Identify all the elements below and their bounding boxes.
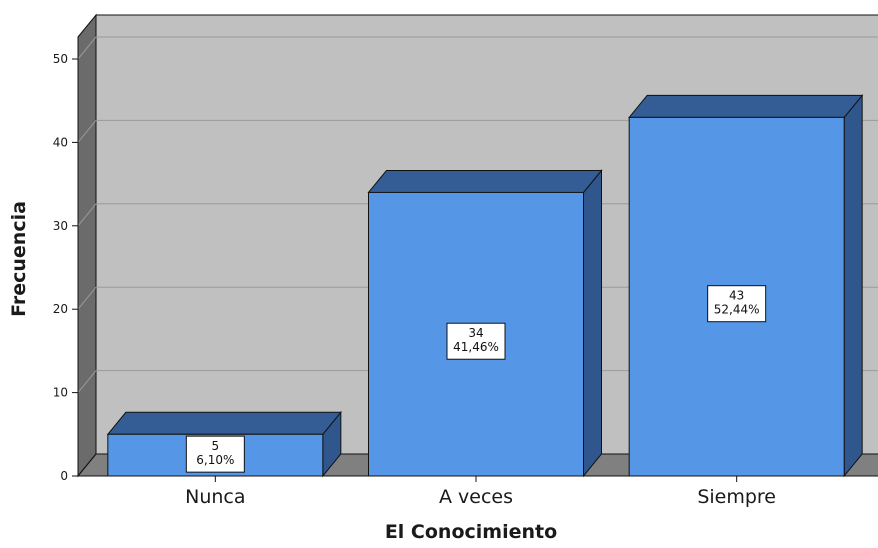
y-tick-label: 50 bbox=[53, 52, 68, 66]
bars bbox=[106, 93, 864, 478]
bar-side bbox=[583, 169, 602, 478]
y-tick-label: 20 bbox=[53, 302, 68, 316]
data-label-percent: 52,44% bbox=[714, 303, 760, 317]
data-label-count: 5 bbox=[212, 439, 220, 453]
gridline-side bbox=[77, 286, 97, 310]
data-label: 56,10% bbox=[185, 435, 245, 473]
bar-top bbox=[628, 94, 864, 118]
data-label-percent: 6,10% bbox=[196, 453, 234, 467]
y-tick-label: 0 bbox=[60, 469, 68, 483]
x-tick-label: A veces bbox=[439, 486, 513, 508]
data-label-percent: 41,46% bbox=[453, 340, 499, 354]
x-axis-title: El Conocimiento bbox=[385, 521, 557, 543]
gridline-side bbox=[77, 370, 97, 393]
gridline-side bbox=[77, 36, 97, 60]
y-tick-label: 10 bbox=[53, 386, 68, 400]
data-label-box bbox=[707, 285, 767, 323]
data-label-box bbox=[185, 435, 245, 473]
x-axis: Nunca A veces Siempre bbox=[78, 475, 878, 508]
bar-top bbox=[367, 169, 603, 193]
bar-side bbox=[843, 93, 863, 478]
data-label-count: 43 bbox=[729, 289, 744, 303]
y-tick-label: 30 bbox=[53, 219, 68, 233]
data-label-box bbox=[446, 322, 506, 360]
y-axis: 0 10 20 30 40 50 bbox=[53, 37, 79, 483]
gridline-side bbox=[77, 203, 97, 227]
y-axis-title: Frecuencia bbox=[8, 201, 30, 317]
x-tick-label: Nunca bbox=[185, 486, 245, 508]
y-tick-label: 40 bbox=[53, 135, 68, 149]
bar-top bbox=[106, 411, 342, 435]
data-label-count: 34 bbox=[468, 326, 483, 340]
gridline-side bbox=[77, 120, 97, 143]
x-tick-label: Siempre bbox=[697, 486, 776, 508]
left-wall bbox=[77, 13, 97, 478]
